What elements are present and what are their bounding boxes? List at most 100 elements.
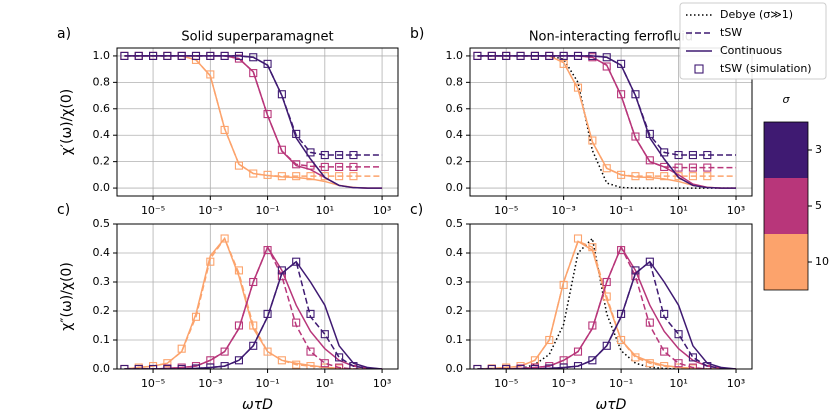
y-tick-label: 0.3 — [446, 275, 464, 288]
curve-dashed — [124, 55, 383, 177]
colorbar-block — [764, 234, 808, 290]
sim-marker — [277, 266, 286, 275]
sim-marker — [688, 363, 697, 369]
sim-marker — [573, 362, 583, 369]
curve-dashed — [477, 55, 737, 169]
sim-marker — [320, 330, 329, 339]
sim-marker — [703, 163, 712, 172]
sim-marker — [335, 150, 344, 160]
sim-marker — [335, 172, 344, 181]
y-tick-label: 0.5 — [93, 217, 111, 230]
x-tick-label: 10³ — [727, 204, 745, 217]
y-tick-label: 0.0 — [93, 362, 111, 375]
colorbar-tick-label: 5 — [815, 199, 822, 212]
sim-marker — [559, 363, 568, 369]
y-tick-label: 0.5 — [446, 217, 464, 230]
sim-marker — [674, 172, 683, 181]
sim-marker — [602, 277, 611, 287]
sim-marker — [545, 51, 554, 60]
y-tick-label: 0.4 — [93, 128, 111, 141]
legend-marker — [694, 64, 704, 74]
x-tick-label: 10¹ — [316, 204, 334, 217]
x-tick-label: 10³ — [373, 377, 391, 390]
y-tick-label: 0.8 — [93, 75, 111, 88]
colorbar-label: σ — [783, 93, 791, 106]
curve-dashed — [477, 260, 737, 369]
x-tick-label: 10⁻³ — [198, 204, 222, 217]
y-axis-label: χ′(ω)/χ(0) — [59, 89, 75, 156]
y-tick-label: 1.0 — [93, 49, 111, 62]
sim-marker — [703, 150, 712, 160]
x-axis-label: ωτD — [242, 397, 273, 413]
sim-marker — [234, 266, 243, 275]
sim-marker — [320, 150, 329, 160]
sim-marker — [263, 59, 272, 68]
sim-marker — [292, 257, 301, 266]
sim-marker — [559, 280, 568, 289]
panel-title: Solid superparamagnet — [181, 30, 333, 45]
x-tick-label: 10⁻³ — [552, 377, 576, 390]
legend-label: Debye (σ≫1) — [720, 8, 793, 21]
curve-dashed — [124, 260, 383, 369]
sim-marker — [249, 53, 258, 62]
sim-marker — [617, 335, 626, 345]
y-tick-label: 0.1 — [93, 333, 111, 346]
sim-marker — [335, 162, 344, 171]
x-tick-label: 10⁻¹ — [609, 204, 633, 217]
curve-solid — [124, 55, 383, 189]
curve-dashed — [124, 236, 383, 369]
y-tick-label: 0.4 — [93, 246, 111, 259]
sim-marker — [120, 364, 129, 369]
colorbar-block — [764, 178, 808, 234]
sim-marker — [149, 364, 158, 369]
x-tick-label: 10⁻⁵ — [494, 204, 518, 217]
sim-marker — [631, 90, 640, 99]
sim-marker — [277, 145, 286, 154]
sim-marker — [645, 156, 654, 165]
sim-marker — [660, 362, 669, 369]
x-tick-label: 10⁻¹ — [609, 377, 633, 390]
sim-marker — [602, 62, 611, 71]
sim-marker — [473, 364, 482, 369]
sim-marker — [645, 359, 654, 368]
y-axis-label: χ″(ω)/χ(0) — [59, 262, 75, 331]
sim-marker — [277, 90, 286, 99]
sim-marker — [617, 170, 626, 179]
sim-marker — [177, 364, 186, 369]
sim-marker — [292, 160, 301, 169]
sim-marker — [631, 132, 640, 141]
x-tick-label: 10⁻¹ — [255, 377, 279, 390]
x-tick-label: 10⁻³ — [198, 377, 222, 390]
sim-marker — [249, 341, 258, 350]
x-axis-label: ωτD — [596, 397, 627, 413]
sim-marker — [660, 172, 669, 181]
sim-marker — [177, 51, 186, 60]
sim-marker — [220, 51, 229, 60]
sim-marker — [206, 70, 215, 79]
sim-marker — [349, 362, 358, 369]
panel-title: Non-interacting ferrofluid — [529, 30, 693, 45]
sim-marker — [320, 363, 329, 369]
sim-marker — [134, 51, 143, 60]
x-tick-label: 10⁻⁵ — [141, 204, 165, 217]
sim-marker — [149, 51, 158, 60]
sim-marker — [688, 150, 697, 160]
x-tick-label: 10⁻³ — [552, 204, 576, 217]
sim-marker — [349, 150, 358, 160]
y-tick-label: 0.6 — [446, 102, 464, 115]
legend-label: tSW — [720, 26, 742, 39]
sim-marker — [473, 51, 482, 60]
sim-marker — [674, 150, 683, 160]
sim-marker — [660, 309, 669, 318]
y-tick-label: 0.2 — [93, 304, 111, 317]
sim-marker — [631, 172, 640, 181]
y-tick-label: 0.8 — [446, 75, 464, 88]
panel-label: c) — [57, 202, 70, 218]
sim-marker — [249, 277, 258, 287]
sim-marker — [674, 363, 683, 369]
y-tick-label: 0.4 — [446, 246, 464, 259]
sim-marker — [220, 347, 229, 356]
sim-marker — [617, 309, 626, 318]
sim-marker — [660, 162, 669, 171]
colorbar-tick-label: 10 — [815, 255, 829, 268]
